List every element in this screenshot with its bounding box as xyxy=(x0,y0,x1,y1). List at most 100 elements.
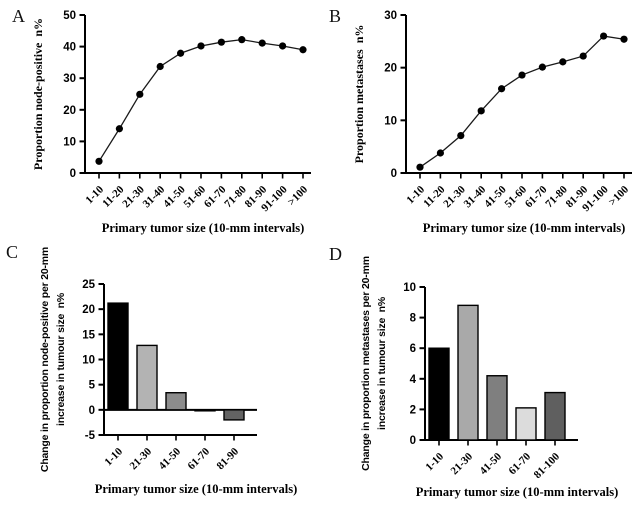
data-point xyxy=(600,32,608,40)
x-axis-title: Primary tumor size (10-mm intervals) xyxy=(423,221,625,235)
x-tick-label: 31-40 xyxy=(462,183,489,210)
x-tick-label: 11-20 xyxy=(100,183,127,210)
data-point xyxy=(579,52,587,60)
x-axis-title: Primary tumor size (10-mm intervals) xyxy=(102,221,304,235)
x-tick-label: 71-80 xyxy=(222,183,249,210)
x-tick-label: 81-100 xyxy=(532,450,563,481)
y-axis-title-line: increase in tumour size n% xyxy=(376,296,388,430)
y-tick-label: 2 xyxy=(410,404,416,416)
bar xyxy=(544,391,566,441)
y-tick-label: 25 xyxy=(82,279,95,291)
x-tick-label: 61-70 xyxy=(202,183,229,210)
x-tick-label: 71-80 xyxy=(543,183,570,210)
y-tick-label: 20 xyxy=(63,105,76,117)
x-tick-label: 61-70 xyxy=(506,450,533,477)
y-tick-label: 10 xyxy=(384,115,397,127)
x-tick-label: 21-30 xyxy=(448,450,475,477)
y-tick-label: 10 xyxy=(63,136,76,148)
x-tick-label: 1-10 xyxy=(102,445,125,468)
data-point xyxy=(177,49,185,57)
y-axis-title-line: Change in proportion node-positive per 2… xyxy=(39,247,51,472)
bar xyxy=(136,344,158,411)
x-tick-label: 31-40 xyxy=(141,183,168,210)
data-point xyxy=(416,163,424,171)
y-tick-label: 10 xyxy=(82,355,95,367)
x-tick-label: >100 xyxy=(286,183,311,208)
x-tick-label: 11-20 xyxy=(421,183,448,210)
x-tick-label: >100 xyxy=(607,183,632,208)
x-tick-label: 81-90 xyxy=(214,445,241,472)
data-point xyxy=(217,38,225,46)
x-tick-label: 41-50 xyxy=(482,183,509,210)
y-axis-title-line: increase in tumour size n% xyxy=(55,292,67,426)
x-tick-label: 61-70 xyxy=(523,183,550,210)
x-tick-label: 21-30 xyxy=(441,183,468,210)
data-point xyxy=(620,35,628,43)
x-tick-label: 41-50 xyxy=(161,183,188,210)
x-tick-label: 41-50 xyxy=(156,445,183,472)
data-point xyxy=(518,71,526,79)
y-tick-label: 15 xyxy=(82,329,95,341)
y-tick-label: 30 xyxy=(63,73,76,85)
y-tick-label: 0 xyxy=(70,168,76,180)
y-axis-title-line: Change in proportion metastases per 20-m… xyxy=(360,256,372,471)
y-tick-label: 20 xyxy=(384,63,397,75)
y-axis-title: Proportion metastases n% xyxy=(352,25,366,164)
y-tick-label: 20 xyxy=(82,304,95,316)
data-point xyxy=(436,149,444,157)
bar xyxy=(486,375,508,441)
y-tick-label: 4 xyxy=(410,374,417,386)
y-tick-label: -5 xyxy=(85,430,96,442)
chart-metastases-line: 01020301-1011-2021-3031-4041-5051-6061-7… xyxy=(352,10,632,235)
data-point xyxy=(136,90,144,98)
bar xyxy=(194,409,216,412)
data-point xyxy=(559,58,567,66)
data-point xyxy=(299,46,307,54)
y-tick-label: 40 xyxy=(63,42,76,54)
x-axis-title: Primary tumor size (10-mm intervals) xyxy=(416,485,618,499)
chart-node-positive-line: 010203040501-1011-2021-3031-4041-5051-60… xyxy=(31,10,311,235)
y-tick-label: 0 xyxy=(391,168,397,180)
panel-letter-b: B xyxy=(329,6,342,26)
panel-letter-c: C xyxy=(6,242,19,262)
x-tick-label: 41-50 xyxy=(477,450,504,477)
bar xyxy=(515,407,537,441)
y-tick-label: 50 xyxy=(63,10,76,22)
data-line xyxy=(98,38,304,162)
bar xyxy=(428,347,450,441)
data-point xyxy=(498,85,506,93)
y-tick-label: 0 xyxy=(410,435,416,447)
data-point xyxy=(197,42,205,50)
data-point xyxy=(457,132,465,140)
data-point xyxy=(538,63,546,71)
bar xyxy=(165,392,187,411)
x-tick-label: 1-10 xyxy=(423,450,446,473)
data-point xyxy=(95,157,103,165)
y-tick-label: 6 xyxy=(410,343,416,355)
x-tick-label: 51-60 xyxy=(181,183,208,210)
data-line xyxy=(419,35,625,168)
y-tick-label: 0 xyxy=(89,405,95,417)
y-axis-title: Proportion node-positive n% xyxy=(31,18,45,170)
y-tick-label: 5 xyxy=(89,380,96,392)
bar xyxy=(107,302,129,411)
data-point xyxy=(279,42,287,50)
x-tick-label: 51-60 xyxy=(502,183,529,210)
y-tick-label: 8 xyxy=(410,313,417,325)
data-point xyxy=(477,107,485,115)
panel-letter-a: A xyxy=(12,6,25,26)
y-tick-label: 10 xyxy=(403,282,416,294)
x-tick-label: 61-70 xyxy=(185,445,212,472)
data-point xyxy=(156,62,164,71)
chart-node-positive-change-bars: -5 0 5 10 15 20 25 1-10 21-30 41-50 61-70 81-90 Chan… xyxy=(39,247,297,496)
y-tick-label: 30 xyxy=(384,10,397,22)
data-point xyxy=(115,125,123,133)
bar xyxy=(457,304,479,441)
bar xyxy=(223,409,245,421)
x-tick-label: 21-30 xyxy=(127,445,154,472)
x-tick-label: 21-30 xyxy=(120,183,147,210)
data-point xyxy=(258,39,266,47)
x-axis-title: Primary tumor size (10-mm intervals) xyxy=(95,482,297,496)
